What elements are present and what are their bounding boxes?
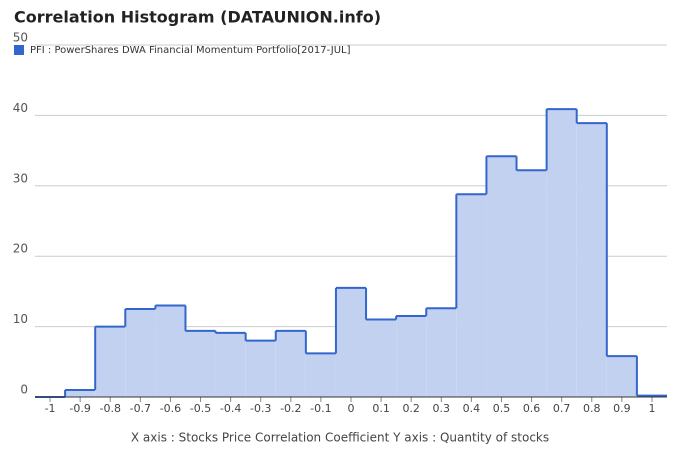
bar [215, 332, 246, 397]
bar [366, 319, 397, 397]
x-tick-label: -0.5 [190, 402, 211, 415]
y-tick-label: 40 [13, 101, 28, 115]
bar [185, 330, 216, 397]
x-tick-label: -0.2 [280, 402, 301, 415]
bar [426, 308, 457, 397]
y-tick-label: 30 [13, 171, 28, 185]
x-tick-label: -0.3 [250, 402, 271, 415]
x-tick-label: -0.9 [69, 402, 90, 415]
bar [606, 356, 637, 397]
bar [546, 109, 577, 398]
x-tick-label: 0.8 [583, 402, 601, 415]
bar [576, 123, 607, 398]
x-tick-label: 0.1 [372, 402, 390, 415]
x-tick-label: 0.9 [613, 402, 631, 415]
x-tick-label: 0.7 [553, 402, 571, 415]
x-tick-label: -0.4 [220, 402, 241, 415]
bar [155, 305, 186, 397]
chart-title: Correlation Histogram (DATAUNION.info) [14, 8, 381, 27]
x-tick-label: -0.1 [310, 402, 331, 415]
y-tick-label: 20 [13, 242, 28, 256]
x-tick-label: 0.6 [523, 402, 541, 415]
x-tick-label: 1 [648, 402, 655, 415]
x-tick-label: 0.3 [433, 402, 451, 415]
bar [125, 309, 156, 397]
x-tick-label: 0.4 [463, 402, 481, 415]
bar [486, 156, 517, 397]
bar [305, 353, 336, 397]
x-tick-label: -1 [45, 402, 56, 415]
x-tick-label: 0 [348, 402, 355, 415]
bar [65, 389, 96, 397]
bar [396, 316, 427, 397]
y-tick-label: 0 [20, 383, 28, 397]
y-tick-label: 10 [13, 312, 28, 326]
x-tick-label: -0.8 [100, 402, 121, 415]
y-tick-label: 50 [13, 31, 28, 45]
bar [245, 340, 276, 397]
legend-swatch [14, 45, 24, 55]
bar [456, 194, 487, 397]
legend-label: PFI : PowerShares DWA Financial Momentum… [30, 45, 351, 56]
bar [516, 170, 547, 397]
x-tick-label: -0.6 [160, 402, 181, 415]
bar [95, 326, 126, 397]
axis-caption: X axis : Stocks Price Correlation Coeffi… [131, 431, 549, 445]
x-tick-label: 0.5 [493, 402, 511, 415]
x-tick-label: -0.7 [130, 402, 151, 415]
x-tick-label: 0.2 [402, 402, 420, 415]
bar [275, 330, 306, 397]
bar [335, 287, 367, 397]
